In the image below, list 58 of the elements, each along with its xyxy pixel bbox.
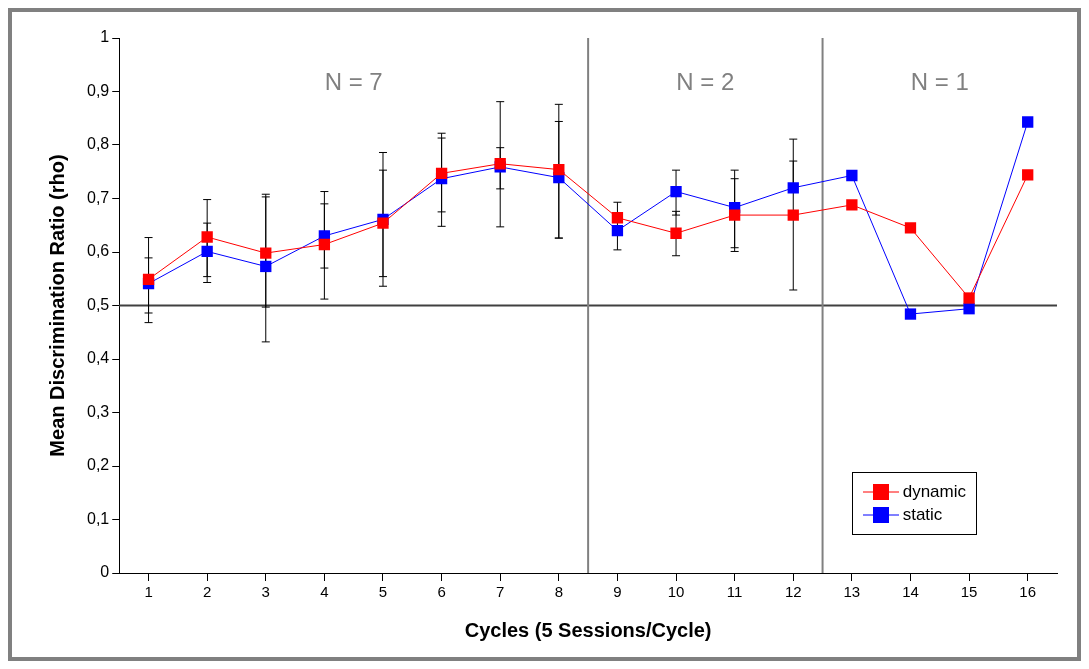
x-tick-label: 11 — [726, 583, 743, 601]
point — [318, 238, 331, 251]
point — [904, 308, 917, 320]
point — [201, 231, 213, 243]
x-tick-label: 10 — [667, 583, 685, 601]
point — [846, 169, 858, 182]
y-tick-label: 0,2 — [86, 456, 110, 474]
point — [611, 212, 624, 224]
y-tick-label: 0,9 — [86, 81, 110, 99]
point — [142, 273, 155, 285]
x-tick-label: 8 — [554, 583, 563, 601]
y-tick-label: 0,4 — [86, 349, 110, 367]
x-tick-label: 5 — [378, 583, 388, 601]
legend-label: static — [902, 505, 943, 525]
x-tick-label: 14 — [902, 583, 919, 601]
point — [963, 303, 975, 315]
point — [787, 209, 799, 221]
y-tick-label: 1 — [100, 28, 110, 46]
point — [1022, 169, 1034, 181]
y-axis-title: Mean Discrimination Ratio (rho) — [45, 154, 68, 457]
x-tick-label: 1 — [144, 583, 153, 601]
point — [963, 292, 975, 304]
x-tick-label: 3 — [261, 583, 270, 601]
point — [435, 167, 448, 180]
x-tick-label: 7 — [496, 583, 505, 601]
x-tick-label: 15 — [960, 583, 978, 601]
x-tick-label: 6 — [437, 583, 446, 601]
point — [728, 209, 741, 221]
point — [611, 224, 624, 237]
y-tick-label: 0,6 — [86, 242, 110, 260]
legend-label: dynamic — [902, 482, 966, 502]
point — [670, 185, 682, 198]
annotation: N = 2 — [676, 67, 735, 95]
y-tick-label: 0,3 — [86, 402, 110, 420]
point — [904, 222, 917, 234]
y-tick-label: 0,5 — [86, 295, 110, 313]
y-tick-label: 0,1 — [86, 509, 110, 527]
point — [787, 182, 799, 194]
x-tick-label: 13 — [843, 583, 861, 601]
x-tick-label: 16 — [1019, 583, 1037, 601]
point — [1022, 116, 1034, 128]
annotation: N = 7 — [324, 67, 383, 95]
point — [260, 247, 272, 259]
x-tick-label: 2 — [202, 583, 212, 601]
point — [201, 245, 213, 258]
y-tick-label: 0,8 — [86, 135, 110, 153]
x-tick-label: 12 — [784, 583, 802, 601]
x-tick-label: 4 — [320, 583, 329, 601]
point — [377, 217, 389, 229]
y-tick-label: 0 — [100, 563, 110, 581]
point — [553, 163, 565, 176]
x-tick-label: 9 — [613, 583, 622, 601]
point — [670, 227, 682, 239]
annotation: N = 1 — [910, 67, 969, 95]
x-axis-title: Cycles (5 Sessions/Cycle) — [464, 618, 712, 641]
y-tick-label: 0,7 — [86, 188, 110, 206]
point — [260, 260, 272, 273]
point — [846, 199, 858, 211]
